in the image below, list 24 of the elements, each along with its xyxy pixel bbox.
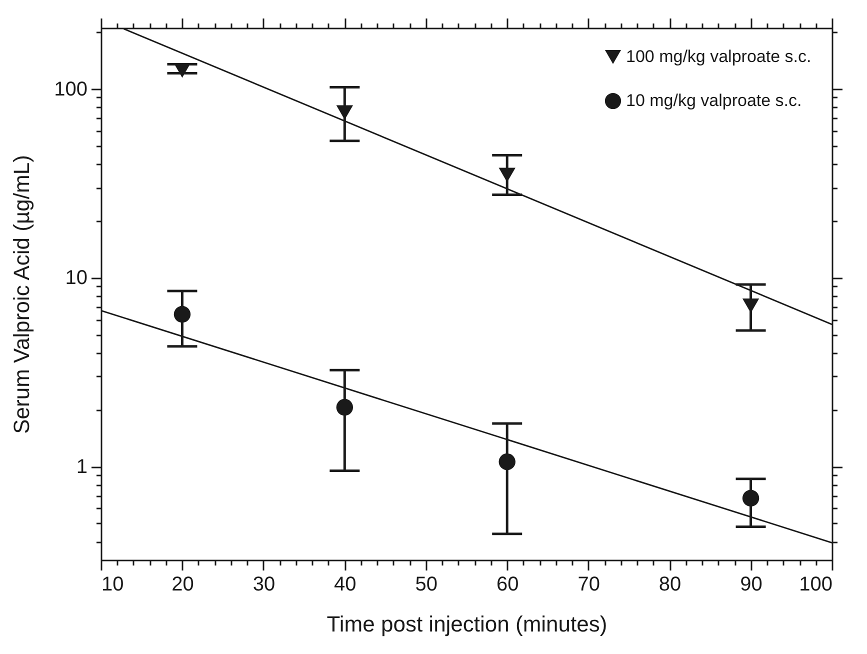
x-tick-label: 30 [252,574,276,596]
y-axis-title: Serum Valproic Acid (µg/mL) [9,155,34,434]
y-tick-label: 1 [76,456,88,478]
x-tick-label: 20 [172,574,194,596]
point [742,490,760,507]
x-tick-label: 60 [496,574,519,596]
point [498,453,516,470]
x-tick-label: 50 [415,574,438,596]
x-axis-title: Time post injection (minutes) [326,612,608,636]
x-tick-label: 70 [578,574,600,596]
x-tick-label: 90 [740,574,762,596]
point [336,398,354,416]
point [336,105,354,120]
x-tick-label: 100 [799,574,832,596]
point [174,306,191,323]
x-tick-label: 40 [334,574,356,596]
legend-label: 10 mg/kg valproate s.c. [626,91,802,110]
x-tick-label: 80 [658,574,682,596]
legend-label: 100 mg/kg valproate s.c. [626,47,812,66]
y-tick-label: 10 [65,267,88,290]
y-tick-label: 100 [54,78,88,100]
x-tick-label: 10 [102,574,124,596]
point [742,298,760,314]
point [498,168,516,182]
